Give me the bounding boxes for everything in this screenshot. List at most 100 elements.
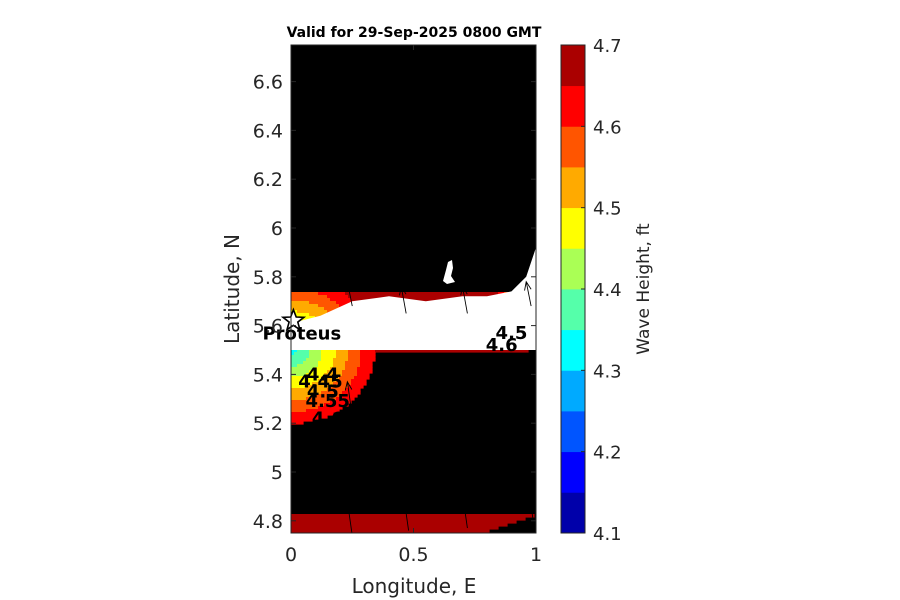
field-cell xyxy=(291,529,490,533)
field-cell xyxy=(360,355,376,359)
field-cell xyxy=(291,409,307,413)
field-cell xyxy=(336,379,352,383)
y-tick-label: 6.4 xyxy=(253,120,283,142)
colorbar-tick-label: 4.2 xyxy=(593,443,622,464)
field-cell xyxy=(330,385,349,389)
field-cell xyxy=(324,403,349,407)
field-cell xyxy=(321,358,334,362)
field-cell xyxy=(360,349,376,353)
field-cell xyxy=(291,370,310,374)
contour-label: 4.4 xyxy=(307,364,339,385)
field-cell xyxy=(291,292,319,296)
field-cell xyxy=(351,382,367,386)
wave-direction-arrow xyxy=(459,363,468,399)
x-tick-label: 0.5 xyxy=(398,544,428,566)
field-cell xyxy=(297,310,328,314)
colorbar-band xyxy=(561,167,585,209)
field-cell xyxy=(318,292,346,296)
field-cell xyxy=(291,298,331,302)
y-axis: 4.8 5 5.2 5.4 5.6 5.8 6 6.2 6.4 6.6 xyxy=(253,72,536,533)
field-cell xyxy=(291,349,298,353)
field-cell xyxy=(291,418,319,422)
field-cell xyxy=(357,370,373,374)
y-tick-label: 6.2 xyxy=(253,169,283,191)
field-cell xyxy=(291,517,526,521)
contour-label: 4.6 xyxy=(312,408,344,429)
plot-area xyxy=(291,45,536,533)
x-tick-label: 1 xyxy=(530,544,542,566)
field-cell xyxy=(291,406,319,410)
field-cell xyxy=(339,376,355,380)
no-data-region xyxy=(291,45,536,533)
y-tick-label: 5.6 xyxy=(253,316,283,338)
contour-label: 4.5 xyxy=(496,323,528,344)
field-cell xyxy=(321,355,337,359)
wave-direction-vectors xyxy=(344,280,534,533)
field-cell xyxy=(348,385,364,389)
contour-label: 4.55 xyxy=(306,391,350,412)
field-cell xyxy=(336,355,349,359)
x-axis: 0 0.5 1 xyxy=(285,45,542,566)
contour-label: 4.65 xyxy=(423,386,467,407)
field-cell xyxy=(318,304,340,308)
wave-direction-arrow xyxy=(401,495,410,531)
land-mass xyxy=(291,247,536,350)
field-cell xyxy=(348,355,361,359)
field-cell xyxy=(306,358,322,362)
field-cell xyxy=(309,370,328,374)
field-cell xyxy=(360,364,373,368)
colorbar-band xyxy=(561,289,585,331)
field-cell xyxy=(312,382,334,386)
field-cell xyxy=(336,301,355,305)
contour-label: 4.65 xyxy=(308,435,352,456)
colorbar-tick-label: 4.5 xyxy=(593,199,622,220)
field-cell xyxy=(291,400,331,404)
field-cell xyxy=(336,397,355,401)
field-cell xyxy=(291,403,325,407)
field-cell xyxy=(309,301,337,305)
x-axis-label: Longitude, E xyxy=(352,574,477,598)
colorbar-band xyxy=(561,370,585,412)
field-cell xyxy=(291,373,307,377)
wave-direction-arrow xyxy=(401,434,410,470)
y-tick-label: 5.2 xyxy=(253,413,283,435)
wave-direction-arrow xyxy=(526,358,534,394)
contour-label: 4.65 xyxy=(479,421,523,442)
colorbar-tick-label: 4.3 xyxy=(593,361,622,382)
field-cell xyxy=(303,361,319,365)
field-cell xyxy=(348,358,361,362)
colorbar-band xyxy=(561,411,585,453)
field-cell xyxy=(291,526,499,530)
field-cell xyxy=(348,349,361,353)
colorbar-ticks: 4.1 4.2 4.3 4.4 4.5 4.6 4.7 xyxy=(581,36,622,545)
field-cell xyxy=(297,364,319,368)
field-cell xyxy=(309,355,322,359)
field-cell xyxy=(360,361,373,365)
colorbar-band xyxy=(561,329,585,371)
field-cell xyxy=(306,397,337,401)
field-cell xyxy=(315,394,340,398)
field-cell xyxy=(309,349,322,353)
wave-direction-arrow xyxy=(459,492,468,529)
y-tick-label: 5.4 xyxy=(253,364,283,386)
wave-direction-arrow xyxy=(401,365,410,402)
colorbar-band xyxy=(561,85,585,127)
field-cell xyxy=(327,388,346,392)
field-cell xyxy=(291,379,319,383)
field-cell xyxy=(345,292,499,296)
field-cell xyxy=(348,295,499,299)
field-cell xyxy=(291,307,325,311)
field-cell xyxy=(306,385,331,389)
field-cell xyxy=(333,382,352,386)
y-tick-label: 5 xyxy=(271,462,283,484)
field-cell xyxy=(324,373,343,377)
field-cell xyxy=(291,397,307,401)
field-cell xyxy=(321,352,337,356)
y-tick-label: 5.8 xyxy=(253,267,283,289)
field-cell xyxy=(291,352,295,356)
field-cell xyxy=(342,373,358,377)
colorbar-band xyxy=(561,248,585,290)
field-cell xyxy=(291,376,322,380)
field-cell xyxy=(345,367,358,371)
